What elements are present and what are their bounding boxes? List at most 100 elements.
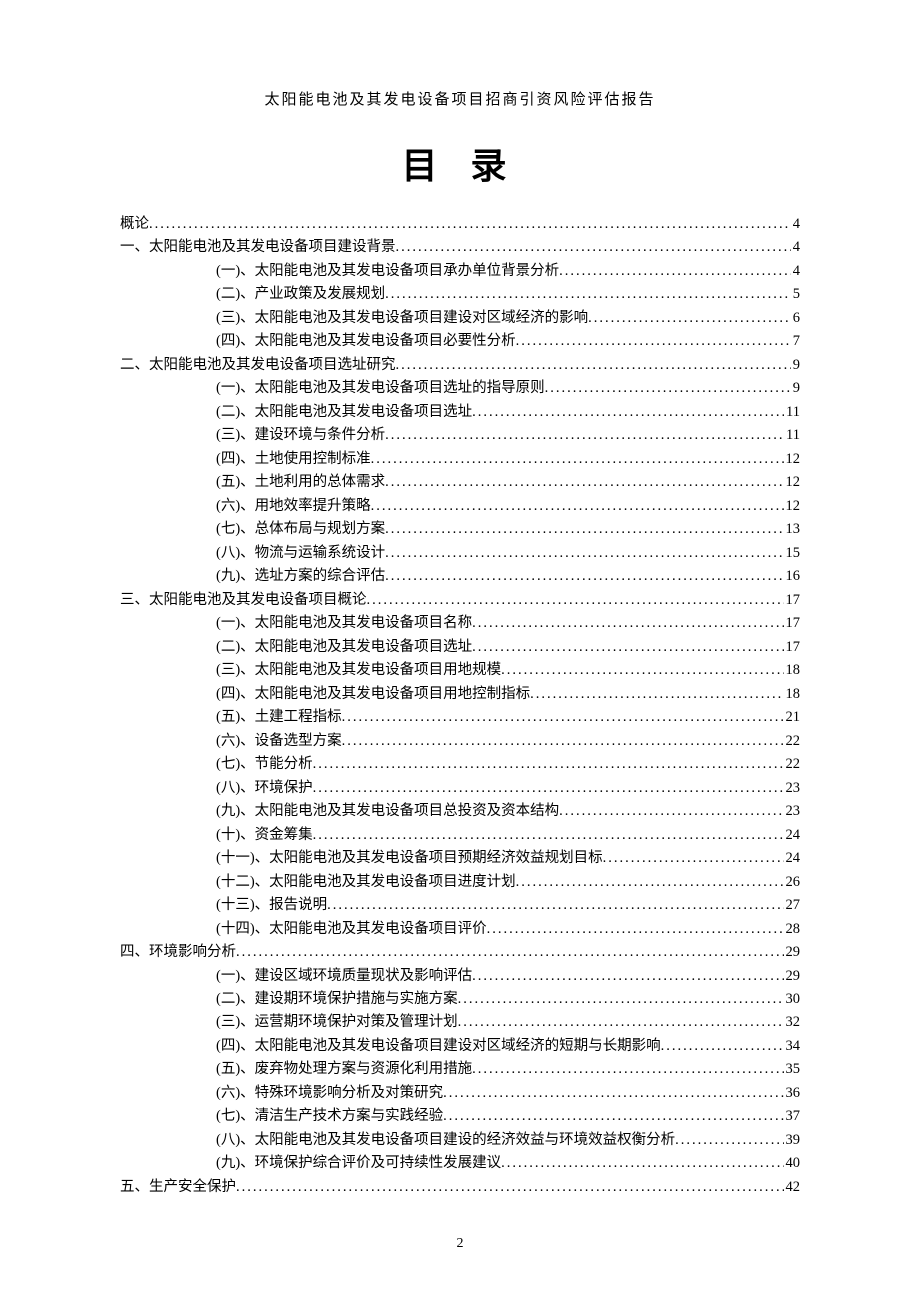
- toc-leader-dots: [342, 730, 784, 753]
- toc-entry-label: (一)、太阳能电池及其发电设备项目名称: [216, 612, 472, 635]
- toc-entry-page: 24: [784, 824, 801, 847]
- toc-leader-dots: [342, 706, 784, 729]
- toc-entry-page: 24: [784, 847, 801, 870]
- toc-entry-page: 9: [791, 377, 800, 400]
- toc-entry: (一)、太阳能电池及其发电设备项目选址的指导原则9: [120, 377, 800, 400]
- toc-entry-page: 17: [784, 612, 801, 635]
- toc-entry-label: (三)、运营期环境保护对策及管理计划: [216, 1011, 458, 1034]
- toc-entry-label: (五)、土建工程指标: [216, 706, 342, 729]
- toc-leader-dots: [443, 1105, 783, 1128]
- toc-entry: (二)、建设期环境保护措施与实施方案30: [120, 988, 800, 1011]
- toc-entry-label: (一)、建设区域环境质量现状及影响评估: [216, 965, 472, 988]
- toc-leader-dots: [559, 800, 783, 823]
- toc-entry-label: (三)、建设环境与条件分析: [216, 424, 385, 447]
- toc-leader-dots: [472, 1058, 783, 1081]
- toc-entry: (三)、建设环境与条件分析11: [120, 424, 800, 447]
- toc-entry: (二)、太阳能电池及其发电设备项目选址 17: [120, 636, 800, 659]
- toc-entry-page: 16: [784, 565, 801, 588]
- toc-leader-dots: [385, 518, 783, 541]
- toc-entry-page: 18: [784, 659, 801, 682]
- toc-entry-page: 29: [784, 965, 801, 988]
- toc-entry: (三)、太阳能电池及其发电设备项目用地规模 18: [120, 659, 800, 682]
- toc-leader-dots: [545, 377, 791, 400]
- toc-entry-label: (五)、土地利用的总体需求: [216, 471, 385, 494]
- toc-entry-page: 32: [784, 1011, 801, 1034]
- toc-entry-label: (三)、太阳能电池及其发电设备项目建设对区域经济的影响: [216, 307, 588, 330]
- toc-entry: (三)、运营期环境保护对策及管理计划 32: [120, 1011, 800, 1034]
- toc-entry: (十二)、太阳能电池及其发电设备项目进度计划26: [120, 871, 800, 894]
- toc-leader-dots: [472, 612, 783, 635]
- toc-entry: (八)、物流与运输系统设计15: [120, 542, 800, 565]
- toc-entry-label: (二)、太阳能电池及其发电设备项目选址: [216, 401, 472, 424]
- toc-entry: (十)、资金筹集24: [120, 824, 800, 847]
- toc-entry-page: 15: [784, 542, 801, 565]
- toc-entry: (八)、环境保护23: [120, 777, 800, 800]
- toc-entry-page: 35: [784, 1058, 801, 1081]
- toc-entry-page: 17: [784, 636, 801, 659]
- toc-entry: (三)、太阳能电池及其发电设备项目建设对区域经济的影响 6: [120, 307, 800, 330]
- document-page: 太阳能电池及其发电设备项目招商引资风险评估报告 目 录 概论4一、太阳能电池及其…: [0, 0, 920, 1239]
- toc-entry-label: (四)、太阳能电池及其发电设备项目建设对区域经济的短期与长期影响: [216, 1035, 661, 1058]
- toc-entry-page: 23: [784, 777, 801, 800]
- toc-entry-label: (七)、清洁生产技术方案与实践经验: [216, 1105, 443, 1128]
- toc-entry-label: (九)、环境保护综合评价及可持续性发展建议: [216, 1152, 501, 1175]
- page-number: 2: [0, 1236, 920, 1252]
- toc-entry-page: 9: [791, 354, 800, 377]
- toc-leader-dots: [371, 495, 784, 518]
- toc-entry: (一)、建设区域环境质量现状及影响评估 29: [120, 965, 800, 988]
- toc-leader-dots: [588, 307, 791, 330]
- toc-entry-label: 一、太阳能电池及其发电设备项目建设背景: [120, 236, 396, 259]
- toc-leader-dots: [472, 636, 783, 659]
- toc-entry-page: 37: [784, 1105, 801, 1128]
- toc-entry-page: 5: [791, 283, 800, 306]
- toc-entry: (九)、环境保护综合评价及可持续性发展建议 40: [120, 1152, 800, 1175]
- toc-entry: (六)、用地效率提升策略12: [120, 495, 800, 518]
- toc-entry-label: (九)、选址方案的综合评估: [216, 565, 385, 588]
- toc-entry-page: 7: [791, 330, 800, 353]
- toc-entry-label: (九)、太阳能电池及其发电设备项目总投资及资本结构: [216, 800, 559, 823]
- toc-entry-page: 12: [784, 495, 801, 518]
- toc-entry-page: 27: [784, 894, 801, 917]
- toc-entry-label: (四)、太阳能电池及其发电设备项目必要性分析: [216, 330, 516, 353]
- toc-leader-dots: [236, 941, 784, 964]
- toc-entry: (八)、太阳能电池及其发电设备项目建设的经济效益与环境效益权衡分析39: [120, 1129, 800, 1152]
- toc-entry-label: (二)、太阳能电池及其发电设备项目选址: [216, 636, 472, 659]
- toc-entry-page: 12: [784, 448, 801, 471]
- toc-entry-label: (八)、太阳能电池及其发电设备项目建设的经济效益与环境效益权衡分析: [216, 1129, 675, 1152]
- toc-entry: 五、生产安全保护42: [120, 1176, 800, 1199]
- toc-entry-page: 6: [791, 307, 800, 330]
- toc-leader-dots: [472, 965, 783, 988]
- toc-entry: (一)、太阳能电池及其发电设备项目承办单位背景分析4: [120, 260, 800, 283]
- toc-entry-label: (六)、特殊环境影响分析及对策研究: [216, 1082, 443, 1105]
- toc-leader-dots: [458, 1011, 784, 1034]
- toc-entry-label: (三)、太阳能电池及其发电设备项目用地规模: [216, 659, 501, 682]
- toc-entry-label: (七)、节能分析: [216, 753, 313, 776]
- toc-leader-dots: [530, 683, 783, 706]
- toc-entry-page: 28: [784, 918, 801, 941]
- toc-entry-page: 21: [784, 706, 801, 729]
- toc-leader-dots: [385, 542, 783, 565]
- toc-entry-page: 26: [784, 871, 801, 894]
- toc-entry: (九)、选址方案的综合评估 16: [120, 565, 800, 588]
- toc-entry-page: 40: [784, 1152, 801, 1175]
- toc-entry-page: 17: [784, 589, 801, 612]
- toc-entry: (九)、太阳能电池及其发电设备项目总投资及资本结构23: [120, 800, 800, 823]
- toc-leader-dots: [313, 824, 784, 847]
- toc-entry-label: 概论: [120, 213, 149, 236]
- toc-entry: 三、太阳能电池及其发电设备项目概论17: [120, 589, 800, 612]
- toc-entry-label: (四)、太阳能电池及其发电设备项目用地控制指标: [216, 683, 530, 706]
- toc-entry-page: 11: [784, 401, 800, 424]
- toc-entry: (五)、废弃物处理方案与资源化利用措施35: [120, 1058, 800, 1081]
- toc-entry: (四)、太阳能电池及其发电设备项目建设对区域经济的短期与长期影响34: [120, 1035, 800, 1058]
- toc-leader-dots: [385, 565, 783, 588]
- toc-entry: (二)、产业政策及发展规划5: [120, 283, 800, 306]
- toc-leader-dots: [367, 589, 784, 612]
- toc-entry: (六)、特殊环境影响分析及对策研究 36: [120, 1082, 800, 1105]
- toc-leader-dots: [458, 988, 784, 1011]
- toc-entry-page: 36: [784, 1082, 801, 1105]
- toc-entry-page: 18: [784, 683, 801, 706]
- toc-entry-label: (十四)、太阳能电池及其发电设备项目评价: [216, 918, 487, 941]
- toc-entry-label: (十三)、报告说明: [216, 894, 327, 917]
- toc-entry-label: (七)、总体布局与规划方案: [216, 518, 385, 541]
- toc-entry-page: 4: [791, 213, 800, 236]
